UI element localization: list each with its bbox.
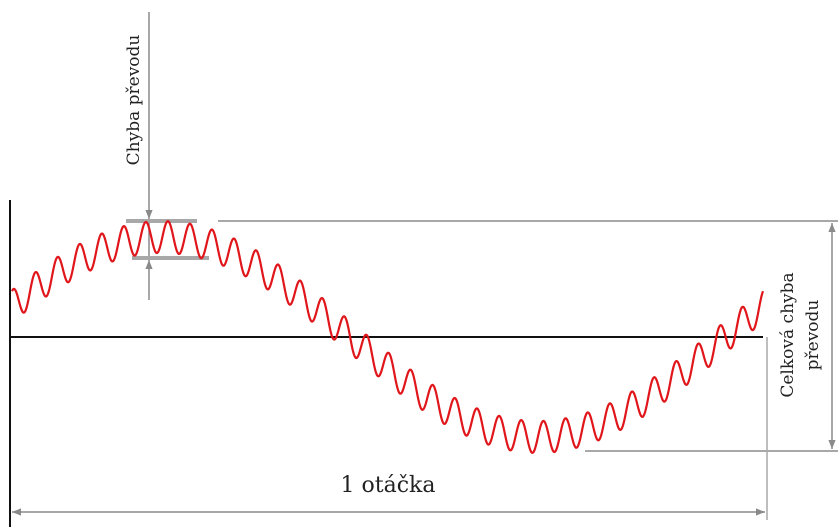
total-error-label-line2: převodu: [803, 300, 823, 371]
total-error-label-line1: Celková chyba: [778, 272, 798, 397]
revolution-label: 1 otáčka: [341, 473, 436, 498]
local-error-label: Chyba převodu: [124, 35, 144, 166]
transmission-error-curve: [11, 220, 765, 454]
